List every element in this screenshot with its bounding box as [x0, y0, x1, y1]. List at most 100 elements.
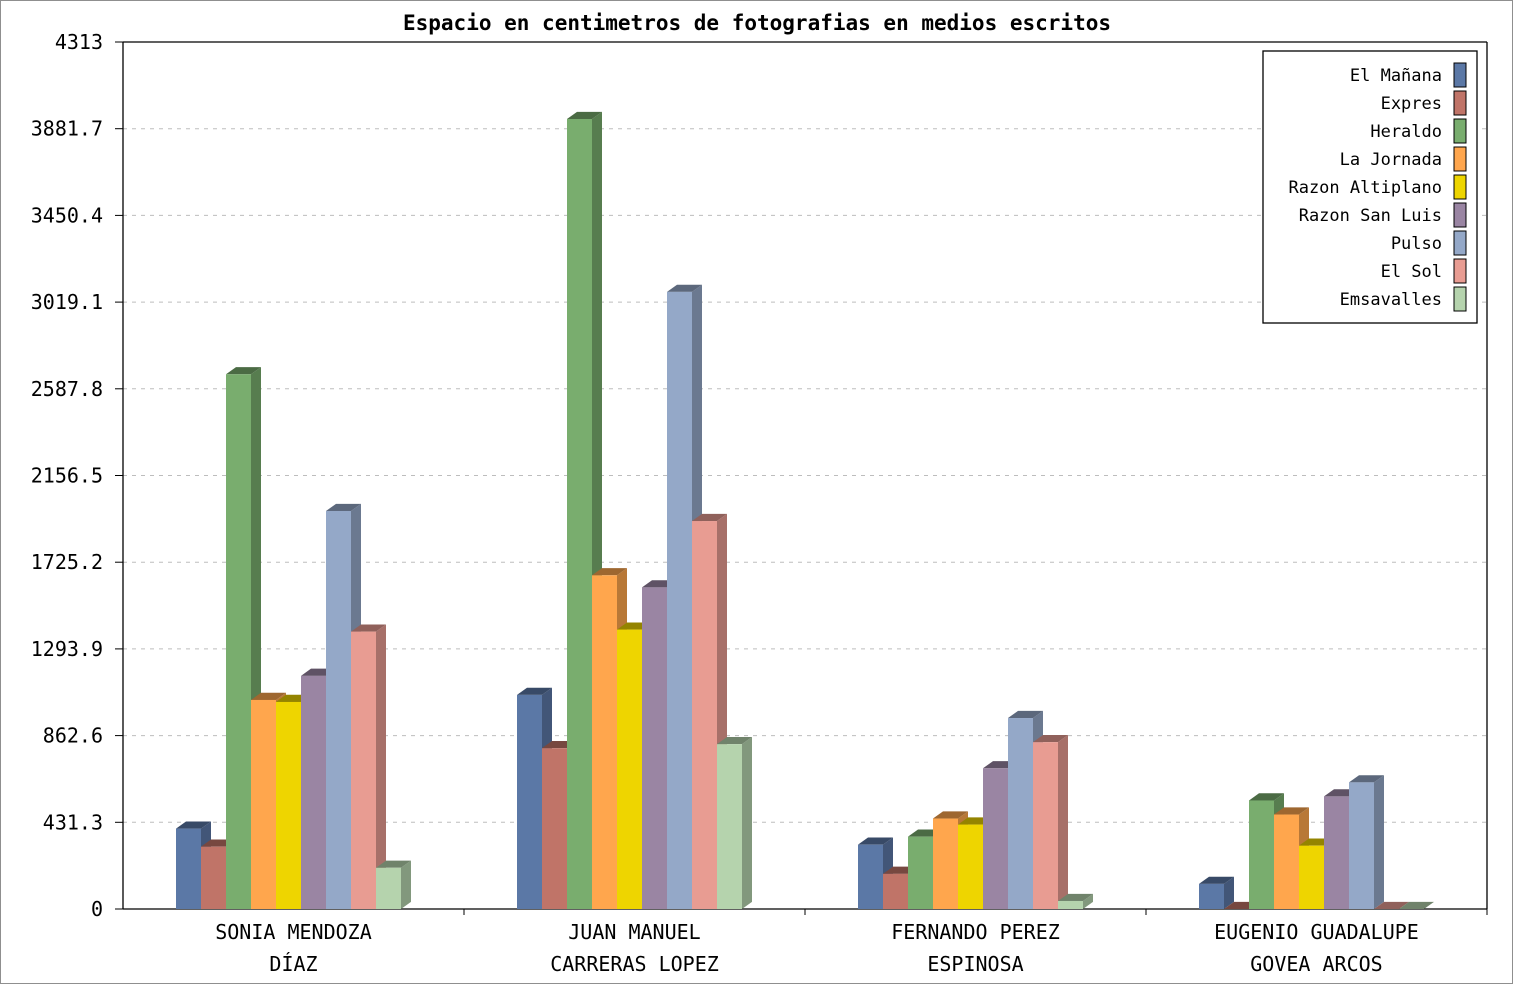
x-category-label: CARRERAS LOPEZ	[550, 952, 719, 976]
bar-top	[1349, 775, 1384, 783]
bar	[1399, 901, 1434, 909]
legend-label: Heraldo	[1370, 122, 1442, 142]
legend-swatch	[1453, 202, 1467, 228]
legend-swatch	[1453, 62, 1467, 88]
legend-label: El Sol	[1381, 262, 1442, 282]
bar-front	[883, 873, 908, 909]
y-tick-label: 4313	[55, 30, 103, 54]
bar-front	[201, 846, 226, 909]
bar-front	[301, 675, 326, 909]
legend-box	[1262, 50, 1478, 324]
x-category-label: GOVEA ARCOS	[1250, 952, 1382, 976]
bar-top	[692, 513, 727, 522]
legend-swatch	[1453, 286, 1467, 312]
bar-top	[1249, 793, 1284, 801]
legend-label: Pulso	[1391, 234, 1442, 254]
x-category-label: DÍAZ	[269, 952, 317, 976]
bar-front	[542, 748, 567, 909]
bar-front	[326, 510, 351, 909]
y-tick-label: 862.6	[43, 724, 103, 748]
bar-front	[667, 291, 692, 910]
legend-swatch	[1453, 174, 1467, 200]
chart-title: Espacio en centimetros de fotografias en…	[403, 11, 1111, 35]
bar-top	[1199, 876, 1234, 884]
legend-item: Pulso	[1391, 230, 1467, 256]
bar-front	[858, 844, 883, 909]
bar-top	[1399, 901, 1434, 909]
bar-top	[1274, 807, 1309, 815]
bar-front	[592, 575, 617, 909]
y-tick-label: 431.3	[43, 810, 103, 834]
bar-front	[226, 374, 251, 909]
bar	[717, 737, 752, 909]
bar-side	[401, 860, 411, 909]
bar-front	[1249, 800, 1274, 909]
legend: El Mañana Expres Heraldo La Jornada Razon Al…	[1262, 50, 1478, 324]
y-tick-label: 1293.9	[31, 637, 103, 661]
y-tick-label: 3019.1	[31, 290, 103, 314]
legend-item: El Sol	[1381, 258, 1467, 284]
y-tick-label: 0	[91, 897, 103, 921]
legend-swatch	[1453, 258, 1467, 284]
bar-front	[717, 744, 742, 909]
bar	[1349, 775, 1384, 909]
legend-item: Expres	[1381, 90, 1467, 116]
bar-top	[1033, 735, 1068, 743]
y-tick-label: 2156.5	[31, 464, 103, 488]
bar-top	[176, 821, 211, 829]
bar-front	[567, 118, 592, 909]
bar-front	[642, 587, 667, 909]
y-tick-labels: 0 431.3 862.6 1293.9 1725.2 2156.5 2587.8 3019.…	[31, 30, 103, 921]
bar-top	[376, 860, 411, 868]
bar-top	[517, 687, 552, 695]
bar-top	[1058, 893, 1093, 901]
bar-front	[517, 694, 542, 909]
bar-front	[276, 701, 301, 909]
bar	[1374, 901, 1409, 909]
legend-swatch	[1453, 146, 1467, 172]
y-tick-label: 3450.4	[31, 203, 103, 227]
bar	[1058, 893, 1093, 909]
x-category-label: EUGENIO GUADALUPE	[1214, 920, 1419, 944]
bar-top	[667, 284, 702, 292]
bar-top	[1008, 710, 1043, 719]
legend-label: Razon Altiplano	[1288, 178, 1442, 198]
bar-front	[933, 818, 958, 909]
bar-front	[1033, 742, 1058, 909]
x-category-label: JUAN MANUEL	[568, 920, 700, 944]
legend-swatch	[1453, 230, 1467, 256]
bar-front	[1274, 814, 1299, 909]
bar-front	[617, 629, 642, 909]
bar-top	[858, 837, 893, 845]
bar-top	[351, 624, 386, 632]
bar-front	[983, 768, 1008, 909]
bars	[176, 111, 1434, 910]
bar-front	[176, 828, 201, 909]
bar	[1033, 735, 1068, 909]
bar-top	[933, 811, 968, 819]
bar-side	[1083, 893, 1093, 909]
legend-label: Razon San Luis	[1299, 206, 1442, 226]
bar-front	[1349, 782, 1374, 909]
bar-top	[326, 503, 361, 511]
y-tick-label: 2587.8	[31, 377, 103, 401]
bar-front	[376, 867, 401, 909]
bar-side	[1058, 735, 1068, 909]
legend-item: La Jornada	[1340, 146, 1467, 172]
x-category-label: ESPINOSA	[927, 952, 1023, 976]
bar-top	[251, 692, 286, 700]
bar	[351, 624, 386, 909]
legend-swatch	[1453, 90, 1467, 116]
bar-side	[742, 737, 752, 909]
y-tick-label: 3881.7	[31, 117, 103, 141]
legend-item: Heraldo	[1370, 118, 1467, 144]
bar-front	[1299, 845, 1324, 909]
bar-top	[717, 737, 752, 745]
bar-top	[592, 568, 627, 576]
bar-front	[908, 836, 933, 909]
x-category-labels: SONIA MENDOZA DÍAZ JUAN MANUEL CARRERAS LOP…	[215, 920, 1419, 976]
legend-item: Emsavalles	[1340, 286, 1467, 312]
legend-label: La Jornada	[1340, 150, 1442, 170]
x-category-label: SONIA MENDOZA	[215, 920, 372, 944]
